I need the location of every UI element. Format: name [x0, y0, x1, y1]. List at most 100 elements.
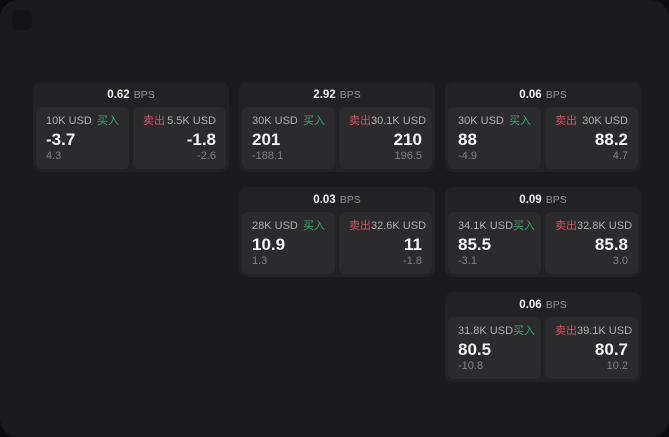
- sell-price: 80.7: [594, 340, 628, 359]
- buy-side-label: 买入: [303, 115, 325, 127]
- card-bps-header: 0.06 BPS: [445, 82, 641, 107]
- buy-amount: 28K USD: [252, 220, 298, 232]
- quote-card: 0.03 BPS 28K USD 买入 10.9 1.3 卖出 32.6K US…: [239, 187, 435, 277]
- sell-panel[interactable]: 卖出 30.1K USD 210 196.5: [339, 107, 432, 169]
- sell-sub-value: -1.8: [403, 255, 422, 267]
- buy-panel[interactable]: 30K USD 买入 201 -188.1: [242, 107, 335, 169]
- sell-side-label: 卖出: [555, 220, 577, 232]
- sell-panel-top: 卖出 39.1K USD: [555, 325, 632, 337]
- buy-panel-top: 30K USD 买入: [252, 115, 325, 127]
- buy-panel-top: 31.8K USD 买入: [458, 325, 535, 337]
- buy-side-label: 买入: [303, 220, 325, 232]
- buy-panel-top: 28K USD 买入: [252, 220, 325, 232]
- quote-card: 0.62 BPS 10K USD 买入 -3.7 4.3 卖出 5.5K USD…: [33, 82, 229, 172]
- card-body: 10K USD 买入 -3.7 4.3 卖出 5.5K USD -1.8 -2.…: [33, 107, 229, 172]
- buy-amount: 34.1K USD: [458, 220, 514, 232]
- card-body: 28K USD 买入 10.9 1.3 卖出 32.6K USD 11 -1.8: [239, 212, 435, 277]
- buy-price: 85.5: [458, 235, 492, 254]
- card-bps-header: 0.03 BPS: [239, 187, 435, 212]
- sell-price: 210: [393, 130, 422, 149]
- card-bps-header: 0.09 BPS: [445, 187, 641, 212]
- buy-amount: 30K USD: [252, 115, 298, 127]
- sell-sub-value: 4.7: [612, 150, 628, 162]
- sell-sub-value: 10.2: [606, 360, 628, 372]
- bps-value: 0.06: [519, 298, 542, 311]
- bps-unit-label: BPS: [545, 88, 567, 101]
- bps-value: 0.09: [519, 193, 542, 206]
- card-bps-header: 0.62 BPS: [33, 82, 229, 107]
- sell-amount: 32.6K USD: [371, 220, 427, 232]
- buy-sub-value: -3.1: [458, 255, 477, 267]
- buy-amount: 30K USD: [458, 115, 504, 127]
- buy-panel-top: 30K USD 买入: [458, 115, 531, 127]
- bps-unit-label: BPS: [133, 88, 155, 101]
- buy-side-label: 买入: [97, 115, 119, 127]
- bps-value: 0.06: [519, 88, 542, 101]
- sell-panel-top: 卖出 32.6K USD: [349, 220, 426, 232]
- quote-card: 2.92 BPS 30K USD 买入 201 -188.1 卖出 30.1K …: [239, 82, 435, 172]
- quote-card: 0.06 BPS 30K USD 买入 88 -4.9 卖出 30K USD 8…: [445, 82, 641, 172]
- buy-sub-value: 1.3: [252, 255, 268, 267]
- sell-amount: 39.1K USD: [577, 325, 633, 337]
- buy-price: 10.9: [252, 235, 286, 254]
- sell-amount: 30.1K USD: [371, 115, 427, 127]
- buy-panel[interactable]: 10K USD 买入 -3.7 4.3: [36, 107, 129, 169]
- sell-price: 11: [404, 235, 422, 254]
- sell-side-label: 卖出: [143, 115, 165, 127]
- bps-value: 2.92: [313, 88, 336, 101]
- card-body: 30K USD 买入 201 -188.1 卖出 30.1K USD 210 1…: [239, 107, 435, 172]
- card-bps-header: 0.06 BPS: [445, 292, 641, 317]
- sell-panel-top: 卖出 5.5K USD: [143, 115, 216, 127]
- bps-value: 0.03: [313, 193, 336, 206]
- buy-sub-value: -10.8: [458, 360, 484, 372]
- sell-panel[interactable]: 卖出 5.5K USD -1.8 -2.6: [133, 107, 226, 169]
- sell-amount: 32.8K USD: [577, 220, 633, 232]
- buy-side-label: 买入: [513, 325, 536, 337]
- bps-unit-label: BPS: [545, 193, 567, 206]
- buy-amount: 31.8K USD: [458, 325, 514, 337]
- sell-price: -1.8: [186, 130, 216, 149]
- sell-side-label: 卖出: [555, 115, 577, 127]
- sell-side-label: 卖出: [349, 115, 371, 127]
- sell-side-label: 卖出: [349, 220, 371, 232]
- buy-sub-value: -188.1: [252, 150, 284, 162]
- sell-panel[interactable]: 卖出 30K USD 88.2 4.7: [545, 107, 638, 169]
- sell-sub-value: 3.0: [612, 255, 628, 267]
- buy-price: -3.7: [46, 130, 76, 149]
- buy-price: 88: [458, 130, 477, 149]
- card-bps-header: 2.92 BPS: [239, 82, 435, 107]
- quote-card: 0.06 BPS 31.8K USD 买入 80.5 -10.8 卖出 39.1…: [445, 292, 641, 382]
- bps-value: 0.62: [107, 88, 130, 101]
- buy-sub-value: 4.3: [46, 150, 62, 162]
- buy-price: 201: [252, 130, 281, 149]
- bps-unit-label: BPS: [545, 298, 567, 311]
- sell-price: 85.8: [594, 235, 628, 254]
- sell-panel[interactable]: 卖出 32.6K USD 11 -1.8: [339, 212, 432, 274]
- sell-panel-top: 卖出 32.8K USD: [555, 220, 632, 232]
- sell-amount: 5.5K USD: [167, 115, 216, 127]
- buy-amount: 10K USD: [46, 115, 92, 127]
- bps-unit-label: BPS: [339, 88, 361, 101]
- sell-panel-top: 卖出 30K USD: [555, 115, 628, 127]
- buy-side-label: 买入: [513, 220, 536, 232]
- sell-amount: 30K USD: [582, 115, 628, 127]
- app-logo-icon: [12, 10, 32, 30]
- buy-side-label: 买入: [509, 115, 531, 127]
- sell-panel-top: 卖出 30.1K USD: [349, 115, 426, 127]
- quote-card: 0.09 BPS 34.1K USD 买入 85.5 -3.1 卖出 32.8K…: [445, 187, 641, 277]
- bps-unit-label: BPS: [339, 193, 361, 206]
- buy-panel[interactable]: 30K USD 买入 88 -4.9: [448, 107, 541, 169]
- sell-panel[interactable]: 卖出 39.1K USD 80.7 10.2: [545, 317, 638, 379]
- buy-panel-top: 34.1K USD 买入: [458, 220, 535, 232]
- sell-price: 88.2: [594, 130, 628, 149]
- buy-panel[interactable]: 34.1K USD 买入 85.5 -3.1: [448, 212, 541, 274]
- buy-price: 80.5: [458, 340, 492, 359]
- buy-panel-top: 10K USD 买入: [46, 115, 119, 127]
- card-body: 30K USD 买入 88 -4.9 卖出 30K USD 88.2 4.7: [445, 107, 641, 172]
- sell-sub-value: 196.5: [394, 150, 422, 162]
- buy-panel[interactable]: 28K USD 买入 10.9 1.3: [242, 212, 335, 274]
- buy-panel[interactable]: 31.8K USD 买入 80.5 -10.8: [448, 317, 541, 379]
- sell-panel[interactable]: 卖出 32.8K USD 85.8 3.0: [545, 212, 638, 274]
- sell-side-label: 卖出: [555, 325, 577, 337]
